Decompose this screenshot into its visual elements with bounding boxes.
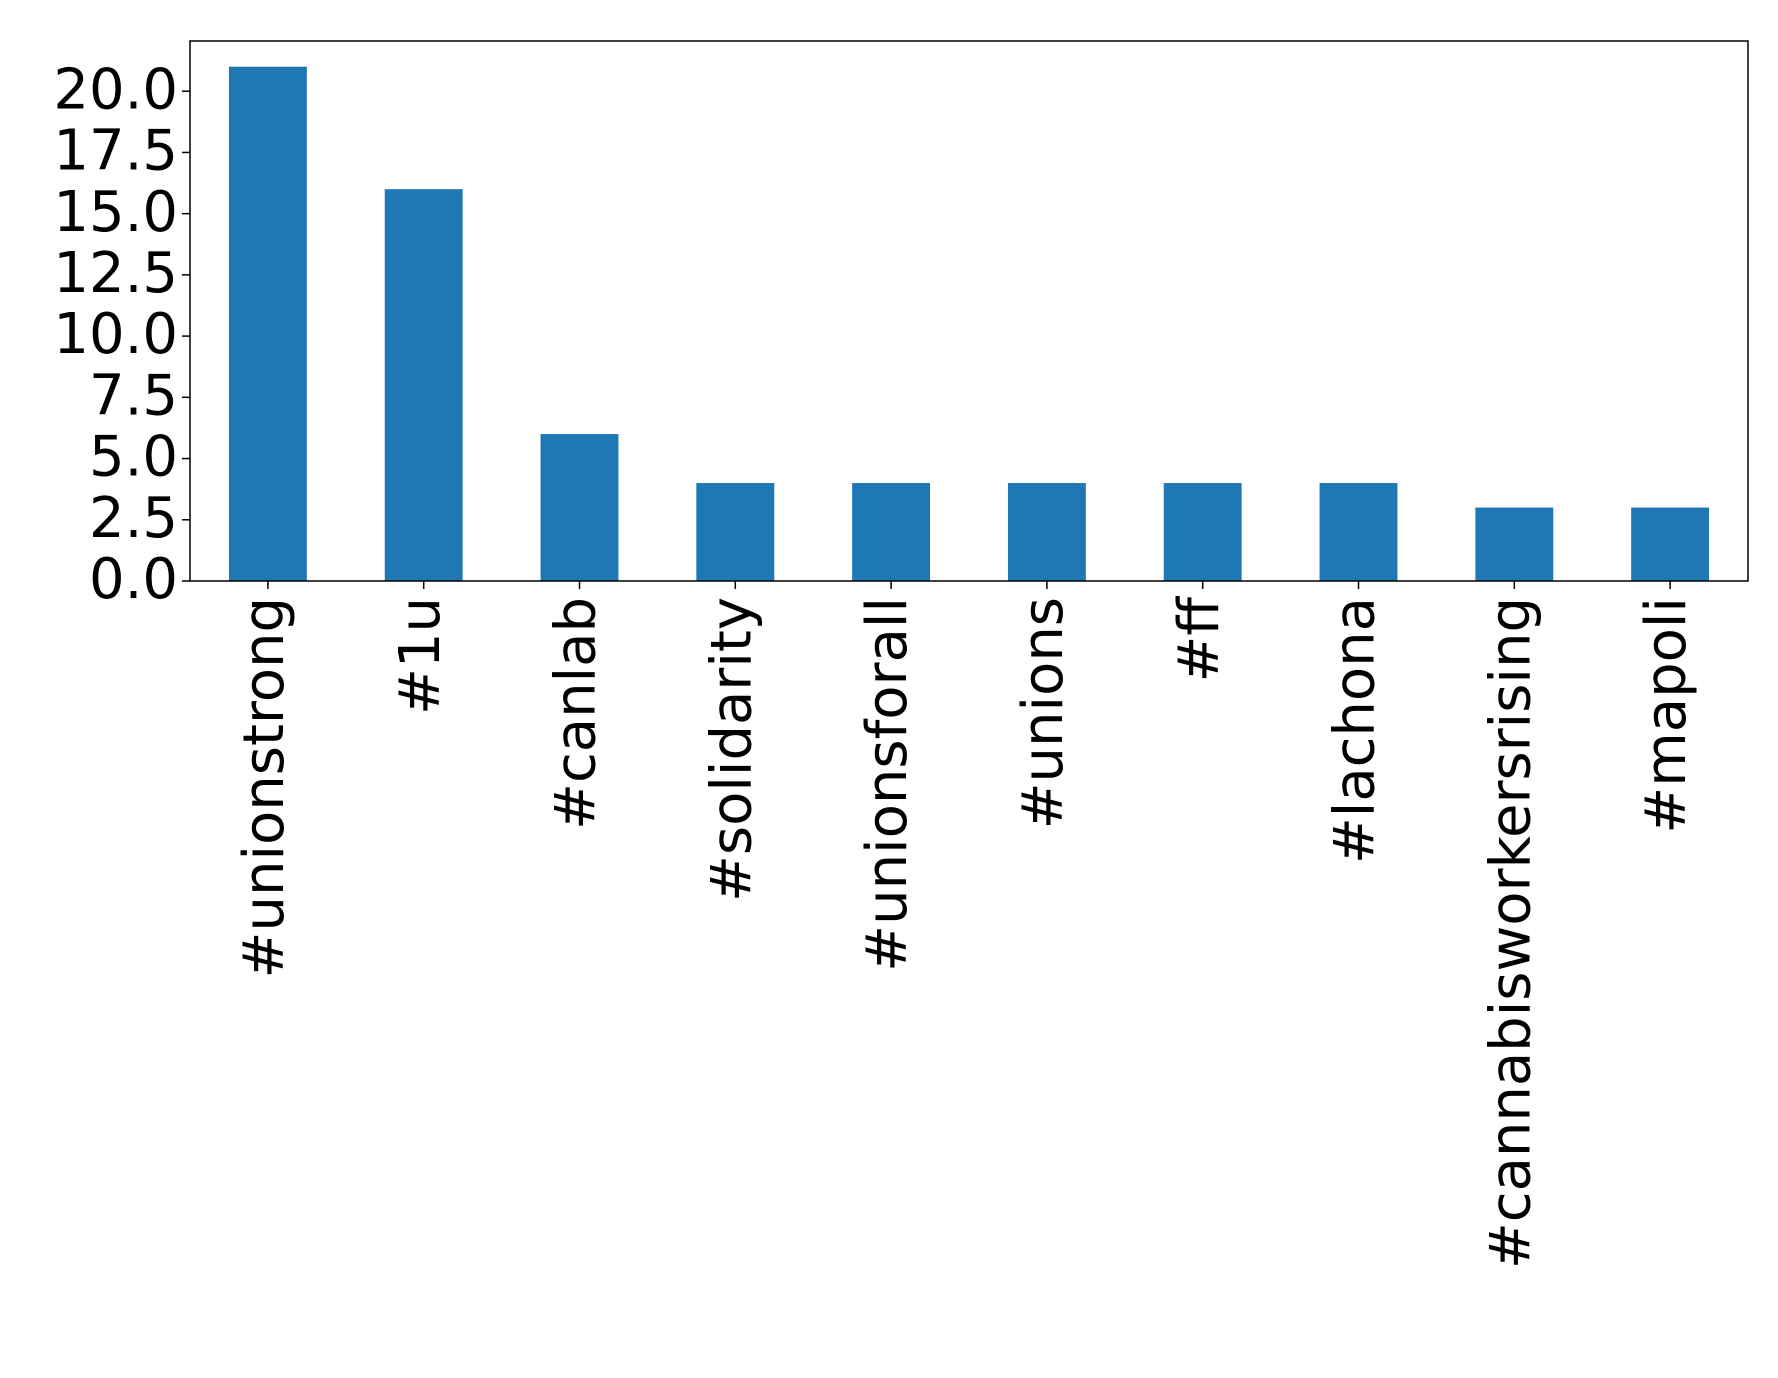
plot-frame xyxy=(189,40,1749,582)
y-tick-label: 12.5 xyxy=(53,241,178,306)
bar xyxy=(1631,507,1710,581)
bar xyxy=(228,66,307,581)
y-tick-label: 5.0 xyxy=(89,425,178,490)
x-tick-label: #ff xyxy=(1167,596,1232,683)
x-tick-label: #canlab xyxy=(544,597,609,830)
y-tick-label: 10.0 xyxy=(53,302,178,367)
bar xyxy=(540,434,619,581)
y-tick-label: 0.0 xyxy=(89,547,178,612)
x-tick-label: #cannabisworkersrising xyxy=(1478,597,1543,1269)
y-tick-label: 2.5 xyxy=(89,486,178,551)
y-tick-label: 17.5 xyxy=(53,119,178,184)
bar xyxy=(1163,483,1242,581)
bar xyxy=(852,483,931,581)
bar xyxy=(696,483,775,581)
bar xyxy=(384,189,463,581)
y-tick-label: 15.0 xyxy=(53,180,178,245)
y-tick-label: 7.5 xyxy=(89,363,178,428)
x-tick-label: #mapoli xyxy=(1634,597,1699,834)
x-tick-label: #solidarity xyxy=(699,597,764,902)
x-tick-label: #unionsforall xyxy=(855,597,920,972)
x-tick-label: #1u xyxy=(388,597,453,715)
x-tick-label: #unions xyxy=(1011,597,1076,829)
x-tick-label: #unionstrong xyxy=(232,597,297,978)
bar xyxy=(1319,483,1398,581)
y-tick-label: 20.0 xyxy=(53,57,178,122)
x-tick-label: #lachona xyxy=(1323,597,1388,864)
bar xyxy=(1475,507,1554,581)
bar xyxy=(1007,483,1086,581)
